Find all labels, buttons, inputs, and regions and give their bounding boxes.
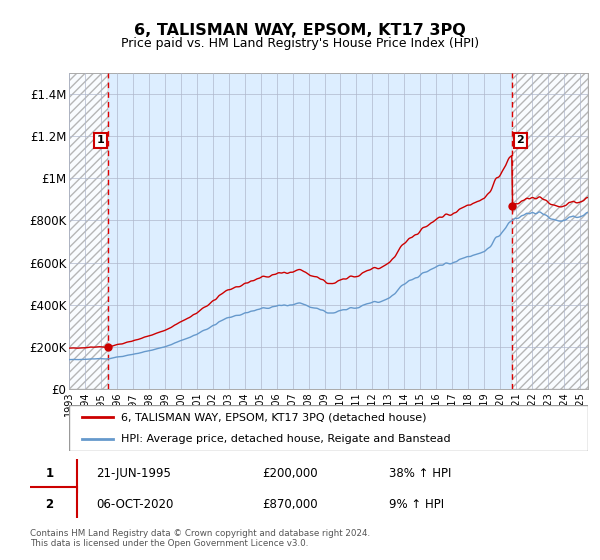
Bar <box>512 73 588 389</box>
Text: 6, TALISMAN WAY, EPSOM, KT17 3PQ (detached house): 6, TALISMAN WAY, EPSOM, KT17 3PQ (detach… <box>121 412 427 422</box>
Text: Price paid vs. HM Land Registry's House Price Index (HPI): Price paid vs. HM Land Registry's House … <box>121 37 479 50</box>
Text: 38% ↑ HPI: 38% ↑ HPI <box>389 468 451 480</box>
Text: £200,000: £200,000 <box>262 468 317 480</box>
Text: 2: 2 <box>45 498 53 511</box>
Bar <box>69 73 109 389</box>
Text: 6, TALISMAN WAY, EPSOM, KT17 3PQ: 6, TALISMAN WAY, EPSOM, KT17 3PQ <box>134 24 466 38</box>
FancyBboxPatch shape <box>22 456 77 492</box>
Text: 1: 1 <box>97 136 104 145</box>
Text: 21-JUN-1995: 21-JUN-1995 <box>96 468 171 480</box>
Text: Contains HM Land Registry data © Crown copyright and database right 2024.
This d: Contains HM Land Registry data © Crown c… <box>30 529 370 548</box>
FancyBboxPatch shape <box>22 487 77 522</box>
Text: HPI: Average price, detached house, Reigate and Banstead: HPI: Average price, detached house, Reig… <box>121 435 451 444</box>
Text: 1: 1 <box>45 468 53 480</box>
FancyBboxPatch shape <box>69 405 588 451</box>
Text: £870,000: £870,000 <box>262 498 317 511</box>
Text: 9% ↑ HPI: 9% ↑ HPI <box>389 498 444 511</box>
Text: 2: 2 <box>517 136 524 145</box>
Text: 06-OCT-2020: 06-OCT-2020 <box>96 498 173 511</box>
